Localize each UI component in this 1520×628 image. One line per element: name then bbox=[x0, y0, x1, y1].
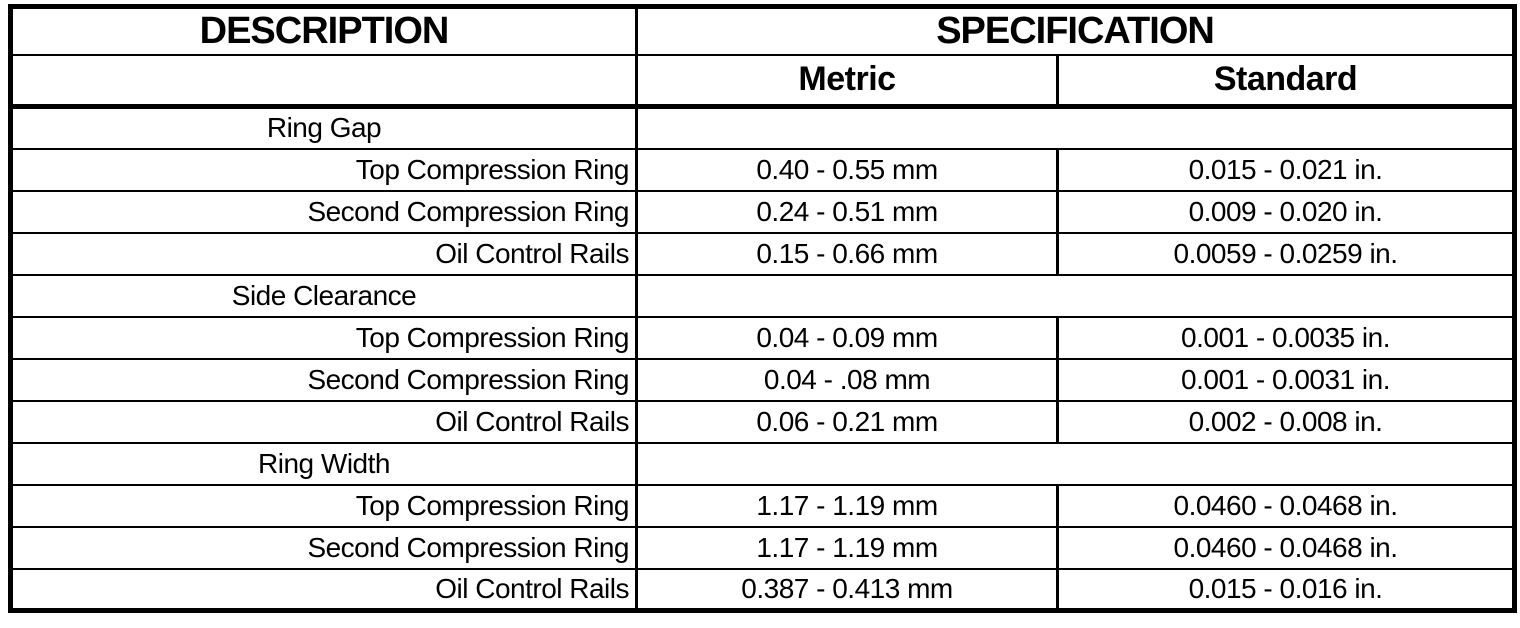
row-label: Oil Control Rails bbox=[9, 231, 638, 276]
standard-value: 0.009 - 0.020 in. bbox=[1055, 189, 1517, 234]
row-label: Second Compression Ring bbox=[9, 189, 638, 234]
metric-value: 0.06 - 0.21 mm bbox=[635, 399, 1059, 444]
metric-value: 0.40 - 0.55 mm bbox=[635, 147, 1059, 192]
section-row-side-clearance: Side Clearance bbox=[9, 273, 1517, 318]
section-spec-empty-cell bbox=[634, 273, 1517, 318]
table-row: Second Compression Ring 0.24 - 0.51 mm 0… bbox=[9, 189, 1517, 234]
metric-value: 0.387 - 0.413 mm bbox=[635, 567, 1059, 612]
section-row-ring-width: Ring Width bbox=[9, 441, 1517, 486]
metric-column-header: Metric bbox=[635, 53, 1059, 109]
row-label: Second Compression Ring bbox=[9, 357, 638, 402]
standard-value: 0.015 - 0.021 in. bbox=[1055, 147, 1517, 192]
standard-value: 0.0460 - 0.0468 in. bbox=[1055, 483, 1517, 528]
row-label: Oil Control Rails bbox=[9, 399, 638, 444]
header-row: DESCRIPTION SPECIFICATION bbox=[9, 5, 1517, 56]
standard-value: 0.0059 - 0.0259 in. bbox=[1055, 231, 1517, 276]
table-row: Oil Control Rails 0.15 - 0.66 mm 0.0059 … bbox=[9, 231, 1517, 276]
section-title: Ring Gap bbox=[9, 105, 638, 150]
section-title: Ring Width bbox=[9, 441, 638, 486]
metric-value: 0.04 - .08 mm bbox=[635, 357, 1059, 402]
metric-value: 0.15 - 0.66 mm bbox=[635, 231, 1059, 276]
metric-value: 0.24 - 0.51 mm bbox=[635, 189, 1059, 234]
row-label: Oil Control Rails bbox=[9, 567, 638, 612]
section-spec-empty-cell bbox=[634, 105, 1517, 150]
table-row: Top Compression Ring 0.40 - 0.55 mm 0.01… bbox=[9, 147, 1517, 192]
standard-value: 0.001 - 0.0035 in. bbox=[1055, 315, 1517, 360]
table-row: Oil Control Rails 0.387 - 0.413 mm 0.015… bbox=[9, 567, 1517, 612]
table-row: Top Compression Ring 0.04 - 0.09 mm 0.00… bbox=[9, 315, 1517, 360]
standard-value: 0.002 - 0.008 in. bbox=[1055, 399, 1517, 444]
metric-value: 1.17 - 1.19 mm bbox=[635, 525, 1059, 570]
row-label: Top Compression Ring bbox=[9, 483, 638, 528]
section-spec-empty-cell bbox=[634, 441, 1517, 486]
subheader-row: Metric Standard bbox=[9, 53, 1517, 109]
standard-value: 0.0460 - 0.0468 in. bbox=[1055, 525, 1517, 570]
metric-value: 0.04 - 0.09 mm bbox=[635, 315, 1059, 360]
table-row: Oil Control Rails 0.06 - 0.21 mm 0.002 -… bbox=[9, 399, 1517, 444]
empty-header-cell bbox=[9, 53, 638, 109]
piston-ring-specification-table: DESCRIPTION SPECIFICATION Metric Standar… bbox=[8, 4, 1518, 613]
specification-column-header: SPECIFICATION bbox=[634, 5, 1517, 56]
description-column-header: DESCRIPTION bbox=[9, 5, 638, 56]
standard-column-header: Standard bbox=[1055, 53, 1517, 109]
standard-value: 0.001 - 0.0031 in. bbox=[1055, 357, 1517, 402]
table-row: Second Compression Ring 1.17 - 1.19 mm 0… bbox=[9, 525, 1517, 570]
section-title: Side Clearance bbox=[9, 273, 638, 318]
metric-value: 1.17 - 1.19 mm bbox=[635, 483, 1059, 528]
section-row-ring-gap: Ring Gap bbox=[9, 105, 1517, 150]
row-label: Second Compression Ring bbox=[9, 525, 638, 570]
row-label: Top Compression Ring bbox=[9, 315, 638, 360]
standard-value: 0.015 - 0.016 in. bbox=[1055, 567, 1517, 612]
table-row: Top Compression Ring 1.17 - 1.19 mm 0.04… bbox=[9, 483, 1517, 528]
table-row: Second Compression Ring 0.04 - .08 mm 0.… bbox=[9, 357, 1517, 402]
row-label: Top Compression Ring bbox=[9, 147, 638, 192]
